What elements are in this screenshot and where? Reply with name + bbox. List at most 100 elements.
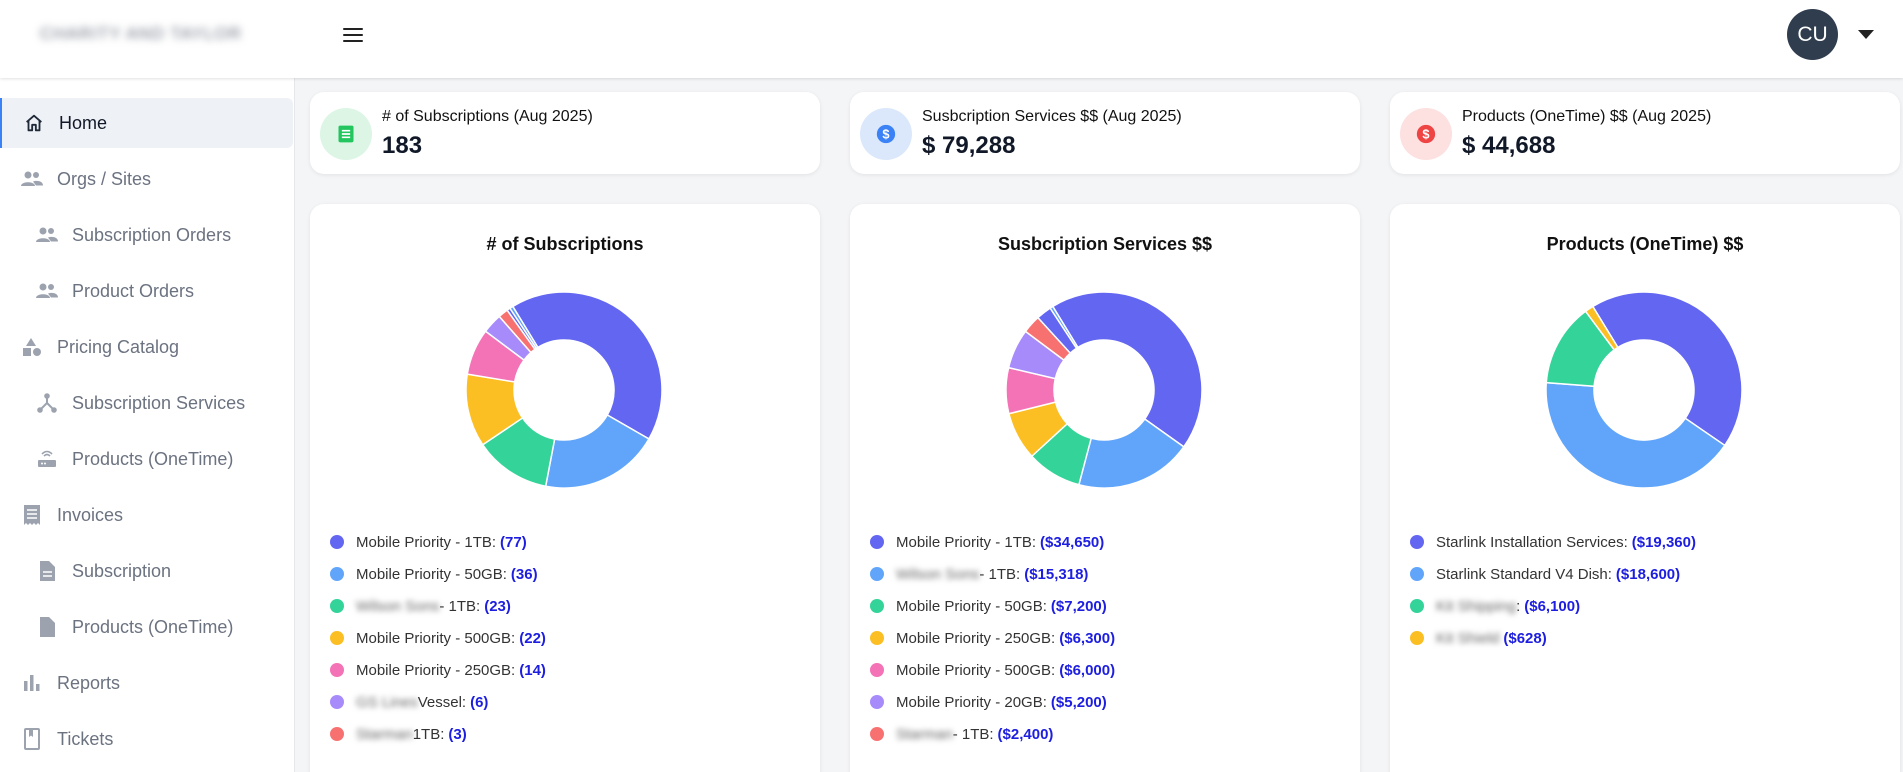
donut-slice[interactable] bbox=[1049, 305, 1079, 350]
legend-item[interactable]: Starman - 1TB: ($2,400) bbox=[870, 718, 1115, 750]
legend-item[interactable]: Mobile Priority - 50GB: ($7,200) bbox=[870, 590, 1115, 622]
legend-color-dot bbox=[330, 695, 344, 709]
legend-color-dot bbox=[870, 695, 884, 709]
legend-item[interactable]: Mobile Priority - 500GB: (22) bbox=[330, 622, 546, 654]
legend-value: (6) bbox=[470, 693, 489, 711]
sidebar-item-label: Orgs / Sites bbox=[57, 168, 152, 189]
legend-item[interactable]: Mobile Priority - 50GB: (36) bbox=[330, 558, 546, 590]
legend-value: ($628) bbox=[1503, 629, 1547, 647]
legend-value: (14) bbox=[519, 661, 546, 679]
sidebar-item-subscription-services[interactable]: Subscription Services bbox=[0, 378, 293, 428]
legend-item[interactable]: Wilson Sons - 1TB: ($15,318) bbox=[870, 558, 1115, 590]
legend-color-dot bbox=[330, 567, 344, 581]
svg-text:$: $ bbox=[1422, 127, 1429, 142]
router-icon bbox=[35, 447, 59, 471]
legend-label: Starlink Installation Services: bbox=[1436, 533, 1628, 551]
caret-down-icon[interactable] bbox=[1858, 30, 1874, 39]
legend-label-redacted: Wilson Sons bbox=[896, 565, 980, 583]
sidebar-item-product-orders[interactable]: Product Orders bbox=[0, 266, 293, 316]
legend-item[interactable]: Mobile Priority - 1TB: ($34,650) bbox=[870, 526, 1115, 558]
document-icon bbox=[35, 615, 59, 639]
legend-value: ($15,318) bbox=[1024, 565, 1089, 583]
list-icon bbox=[320, 108, 372, 160]
legend-color-dot bbox=[330, 599, 344, 613]
donut-slice[interactable] bbox=[508, 305, 539, 350]
legend-color-dot bbox=[1410, 599, 1424, 613]
stat-title: # of Subscriptions (Aug 2025) bbox=[382, 108, 593, 125]
donut-slice[interactable] bbox=[1591, 291, 1743, 447]
legend-item[interactable]: Kit Shipping: ($6,100) bbox=[1410, 590, 1696, 622]
sidebar-item-reports[interactable]: Reports bbox=[0, 658, 293, 708]
legend-item[interactable]: Starman 1TB: (3) bbox=[330, 718, 546, 750]
sidebar-item-tickets[interactable]: Tickets bbox=[0, 714, 293, 764]
top-bar: CHARITY AND TAYLOR CU bbox=[0, 0, 1903, 78]
legend-color-dot bbox=[1410, 631, 1424, 645]
sidebar-item-invoices[interactable]: Invoices bbox=[0, 490, 293, 540]
receipt-icon bbox=[20, 503, 44, 527]
legend-label: Mobile Priority - 20GB: bbox=[896, 693, 1047, 711]
legend-label: Starlink Standard V4 Dish: bbox=[1436, 565, 1612, 583]
legend-label: : bbox=[1516, 597, 1521, 615]
donut-slice[interactable] bbox=[1545, 381, 1726, 489]
legend-item[interactable]: Mobile Priority - 1TB: (77) bbox=[330, 526, 546, 558]
legend-value: ($2,400) bbox=[997, 725, 1054, 743]
legend-color-dot bbox=[870, 535, 884, 549]
legend-label-redacted: Kit Shipping bbox=[1436, 597, 1517, 615]
people-icon bbox=[35, 223, 59, 247]
legend-label: Mobile Priority - 1TB: bbox=[356, 533, 497, 551]
stat-value: 183 bbox=[382, 132, 423, 159]
legend-label: Mobile Priority - 50GB: bbox=[896, 597, 1047, 615]
legend-item[interactable]: Wilson Sons - 1TB: (23) bbox=[330, 590, 546, 622]
donut-chart bbox=[1005, 291, 1203, 489]
hamburger-icon[interactable] bbox=[340, 24, 366, 46]
legend-label: Mobile Priority - 50GB: bbox=[356, 565, 507, 583]
legend-label-redacted: GS Lines bbox=[356, 693, 418, 711]
donut-slice[interactable] bbox=[1051, 291, 1203, 448]
sidebar-item-label: Home bbox=[59, 112, 108, 133]
legend-item[interactable]: GS Lines Vessel: (6) bbox=[330, 686, 546, 718]
legend-value: (77) bbox=[500, 533, 527, 551]
legend-value: ($6,000) bbox=[1059, 661, 1116, 679]
sidebar: Home Orgs / Sites Subscription Orders Pr… bbox=[0, 78, 295, 772]
legend-item[interactable]: Starlink Installation Services: ($19,360) bbox=[1410, 526, 1696, 558]
legend-value: (36) bbox=[510, 565, 538, 583]
sidebar-item-home[interactable]: Home bbox=[0, 98, 293, 148]
avatar[interactable]: CU bbox=[1787, 9, 1838, 60]
legend-value: (22) bbox=[519, 629, 546, 647]
donut-slice[interactable] bbox=[1584, 305, 1619, 351]
sidebar-item-subscription-orders[interactable]: Subscription Orders bbox=[0, 210, 293, 260]
legend-label: 1TB: bbox=[412, 725, 445, 743]
chart-title: Susbcription Services $$ bbox=[997, 234, 1213, 254]
legend-color-dot bbox=[1410, 567, 1424, 581]
legend-label: Mobile Priority - 500GB: bbox=[896, 661, 1056, 679]
stat-title: Products (OneTime) $$ (Aug 2025) bbox=[1462, 108, 1712, 125]
legend-value: ($34,650) bbox=[1040, 533, 1105, 551]
sidebar-item-pricing-catalog[interactable]: Pricing Catalog bbox=[0, 322, 293, 372]
legend-label-redacted: Wilson Sons bbox=[356, 597, 440, 615]
sidebar-item-label: Subscription Services bbox=[72, 392, 246, 413]
chart-card-subscriptions: # of Subscriptions Mobile Priority - 1TB… bbox=[310, 204, 820, 772]
dollar-icon: $ bbox=[860, 108, 912, 160]
legend-item[interactable]: Mobile Priority - 20GB: ($5,200) bbox=[870, 686, 1115, 718]
chart-card-subscription-services: Susbcription Services $$ Mobile Priority… bbox=[850, 204, 1360, 772]
sidebar-item-products-onetime[interactable]: Products (OneTime) bbox=[0, 434, 293, 484]
people-icon bbox=[20, 167, 44, 191]
chart-card-products-onetime: Products (OneTime) $$ Starlink Installat… bbox=[1390, 204, 1900, 772]
legend-value: ($19,360) bbox=[1631, 533, 1696, 551]
sidebar-item-invoice-subscription[interactable]: Subscription bbox=[0, 546, 293, 596]
legend-item[interactable]: Mobile Priority - 250GB: ($6,300) bbox=[870, 622, 1115, 654]
legend-item[interactable]: Mobile Priority - 250GB: (14) bbox=[330, 654, 546, 686]
brand-logo[interactable]: CHARITY AND TAYLOR bbox=[40, 24, 250, 46]
legend-item[interactable]: Kit Shield ($628) bbox=[1410, 622, 1696, 654]
donut-slice[interactable] bbox=[511, 291, 663, 440]
avatar-initials: CU bbox=[1797, 22, 1828, 46]
stat-card-products-onetime: $ Products (OneTime) $$ (Aug 2025) $ 44,… bbox=[1390, 92, 1900, 174]
chart-legend: Mobile Priority - 1TB: (77) Mobile Priorit… bbox=[330, 526, 546, 750]
legend-item[interactable]: Starlink Standard V4 Dish: ($18,600) bbox=[1410, 558, 1696, 590]
sidebar-item-orgs-sites[interactable]: Orgs / Sites bbox=[0, 154, 293, 204]
sidebar-item-invoice-products-onetime[interactable]: Products (OneTime) bbox=[0, 602, 293, 652]
legend-label: - 1TB: bbox=[979, 565, 1021, 583]
legend-item[interactable]: Mobile Priority - 500GB: ($6,000) bbox=[870, 654, 1115, 686]
sidebar-item-label: Reports bbox=[57, 672, 121, 693]
hub-icon bbox=[35, 391, 59, 415]
